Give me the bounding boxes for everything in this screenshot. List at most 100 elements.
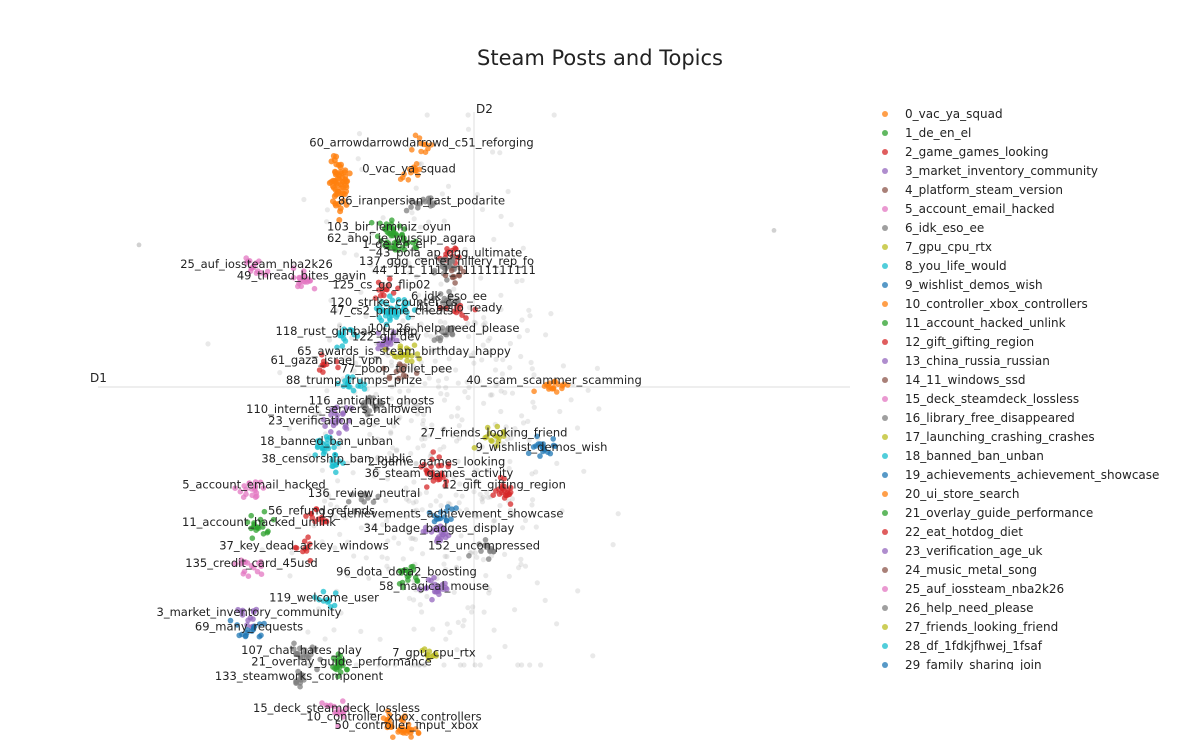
legend-item[interactable]: 17_launching_crashing_crashes [872, 427, 1192, 446]
legend-item[interactable]: 14_11_windows_ssd [872, 370, 1192, 389]
topic-point [328, 429, 334, 435]
legend-item[interactable]: 27_friends_looking_friend [872, 617, 1192, 636]
topic-point [370, 499, 377, 505]
noise-point [419, 436, 425, 442]
legend-item[interactable]: 13_china_russia_russian [872, 351, 1192, 370]
legend-item[interactable]: 3_market_inventory_community [872, 161, 1192, 180]
legend-item[interactable]: 0_vac_ya_squad [872, 104, 1192, 123]
noise-point [419, 609, 425, 615]
legend-item[interactable]: 18_banned_ban_unban [872, 446, 1192, 465]
noise-point [519, 662, 525, 668]
legend-item[interactable]: 16_library_free_disappeared [872, 408, 1192, 427]
noise-point [375, 454, 381, 460]
topic-point [295, 283, 301, 290]
topic-point [459, 312, 465, 319]
noise-point [402, 330, 408, 336]
topic-point [401, 226, 408, 232]
topic-point [343, 405, 350, 411]
topic-point [335, 673, 341, 680]
topic-point [355, 383, 361, 389]
topic-point [456, 272, 462, 278]
legend-item[interactable]: 19_achievements_achievement_showcase [872, 465, 1192, 484]
noise-point [465, 320, 471, 327]
legend-item[interactable]: 29_family_sharing_join [872, 655, 1192, 670]
legend-item[interactable]: 23_verification_age_uk [872, 541, 1192, 560]
noise-point [541, 485, 547, 491]
noise-point [319, 539, 325, 545]
legend-item[interactable]: 15_deck_steamdeck_lossless [872, 389, 1192, 408]
topic-point [345, 378, 352, 385]
noise-point [459, 325, 465, 331]
legend-item[interactable]: 21_overlay_guide_performance [872, 503, 1192, 522]
legend-item[interactable]: 20_ui_store_search [872, 484, 1192, 503]
topic-point [415, 205, 421, 211]
noise-point [385, 513, 391, 520]
noise-point [527, 313, 533, 319]
topic-point [425, 145, 431, 152]
noise-point [522, 563, 529, 569]
topic-point [375, 345, 381, 352]
legend-marker [882, 319, 888, 326]
outlier-point [136, 242, 142, 248]
noise-point [509, 496, 515, 502]
topic-point [471, 445, 478, 451]
legend-marker [882, 433, 888, 440]
topic-point [399, 244, 406, 251]
topic-point [372, 295, 379, 302]
legend-item[interactable]: 22_eat_hotdog_diet [872, 522, 1192, 541]
noise-point [506, 573, 512, 580]
legend-item[interactable]: 2_game_games_looking [872, 142, 1192, 161]
legend-label: 4_platform_steam_version [905, 182, 1063, 197]
legend-item[interactable]: 8_you_life_would [872, 256, 1192, 275]
noise-point [413, 460, 419, 466]
topic-point [311, 647, 318, 653]
noise-point [472, 550, 478, 556]
topic-point [347, 384, 353, 390]
noise-point [405, 435, 411, 441]
topic-point [290, 265, 297, 272]
noise-point [411, 216, 417, 222]
noise-point [415, 403, 421, 410]
noise-point [367, 431, 373, 437]
topic-point [374, 233, 381, 240]
topic-point [259, 524, 266, 530]
legend-item[interactable]: 11_account_hacked_unlink [872, 313, 1192, 332]
noise-point [290, 260, 296, 266]
legend-item[interactable]: 4_platform_steam_version [872, 180, 1192, 199]
topic-point [368, 219, 375, 226]
legend-item[interactable]: 5_account_email_hacked [872, 199, 1192, 218]
legend-item[interactable]: 6_idk_eso_ee [872, 218, 1192, 237]
noise-point [486, 654, 492, 660]
legend-item[interactable]: 26_help_need_please [872, 598, 1192, 617]
legend-marker [882, 186, 888, 193]
noise-point [372, 510, 378, 516]
legend-item[interactable]: 1_de_en_el [872, 123, 1192, 142]
noise-point [483, 573, 489, 579]
legend-item[interactable]: 7_gpu_cpu_rtx [872, 237, 1192, 256]
topic-point [383, 336, 389, 342]
legend-label: 16_library_free_disappeared [905, 410, 1075, 425]
topic-point [550, 442, 557, 449]
noise-point [406, 260, 412, 266]
noise-point [485, 338, 491, 344]
topic-point [456, 254, 462, 260]
legend-item[interactable]: 25_auf_iossteam_nba2k26 [872, 579, 1192, 598]
legend-item[interactable]: 9_wishlist_demos_wish [872, 275, 1192, 294]
topic-point [379, 283, 385, 289]
legend-label: 26_help_need_please [905, 600, 1034, 615]
noise-point [465, 394, 471, 401]
legend-item[interactable]: 12_gift_gifting_region [872, 332, 1192, 351]
legend-item[interactable]: 10_controller_xbox_controllers [872, 294, 1192, 313]
topic-point [397, 176, 404, 182]
noise-point [486, 467, 492, 473]
legend-item[interactable]: 28_df_1fdkjfhwej_1fsaf [872, 636, 1192, 655]
topic-point [312, 518, 318, 525]
noise-point [568, 397, 574, 403]
legend-item[interactable]: 24_music_metal_song [872, 560, 1192, 579]
noise-point [446, 356, 452, 362]
topic-label: 119_welcome_user [269, 591, 379, 605]
noise-point [388, 359, 395, 365]
topic-label: 49_thread_bites_gavin [237, 269, 366, 283]
topic-point [490, 492, 497, 499]
topic-point [388, 221, 395, 227]
